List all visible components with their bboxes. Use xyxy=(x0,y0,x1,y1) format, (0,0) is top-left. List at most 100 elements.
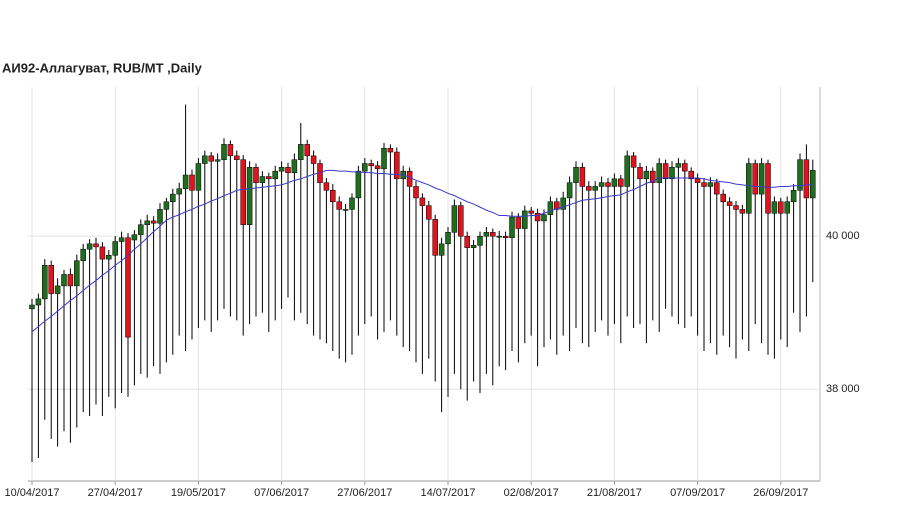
candle-body xyxy=(246,167,253,225)
candle-body xyxy=(682,163,688,172)
candle-body xyxy=(515,216,522,229)
candle-body xyxy=(234,155,240,160)
candle-body xyxy=(131,234,138,241)
candle-body xyxy=(490,232,496,237)
candle-body xyxy=(707,182,714,187)
candle-body xyxy=(48,265,54,294)
candle-body xyxy=(630,155,637,168)
candle-body xyxy=(451,205,458,233)
x-tick-label: 21/08/2017 xyxy=(587,487,642,499)
y-tick-label: 38 000 xyxy=(826,383,860,395)
candle-body xyxy=(291,159,298,173)
candle-body xyxy=(426,205,432,220)
candle-body xyxy=(118,237,125,242)
candle-body xyxy=(618,178,624,187)
candle-body xyxy=(406,170,413,187)
candle-body xyxy=(112,241,118,256)
candle-body xyxy=(323,182,330,191)
candle-body xyxy=(298,144,304,160)
candle-body xyxy=(106,255,112,260)
candle-body xyxy=(547,201,554,216)
candle-body xyxy=(330,190,336,203)
candle-body xyxy=(54,285,61,294)
x-tick-label: 27/06/2017 xyxy=(337,487,392,499)
candle-body xyxy=(624,155,630,187)
candle-body xyxy=(560,197,566,210)
candle-body xyxy=(266,176,272,180)
x-tick-label: 10/04/2017 xyxy=(4,487,59,499)
candle-body xyxy=(714,182,720,195)
candle-body xyxy=(810,170,816,199)
candle-body xyxy=(381,147,387,170)
candle-body xyxy=(387,147,394,153)
candle-body xyxy=(790,190,797,203)
x-tick-label: 02/08/2017 xyxy=(504,487,559,499)
candle-body xyxy=(592,186,598,191)
candle-body xyxy=(240,159,246,225)
candle-body xyxy=(368,163,374,167)
candle-body xyxy=(221,144,227,160)
candle-body xyxy=(144,220,150,225)
candle-body xyxy=(483,232,490,237)
candle-body xyxy=(477,235,483,246)
candle-body xyxy=(701,182,707,187)
candle-body xyxy=(336,201,342,210)
candle-body xyxy=(208,155,214,162)
chart-title: АИ92-Аллагуват, RUB/MT ,Daily xyxy=(2,60,203,75)
candle-body xyxy=(752,163,758,195)
candle-body xyxy=(278,167,285,172)
candle-body xyxy=(163,201,170,210)
candle-body xyxy=(464,235,470,248)
candle-body xyxy=(778,201,784,214)
candle-body xyxy=(509,216,515,238)
candle-body xyxy=(675,163,682,168)
candle-body xyxy=(522,210,528,229)
candle-body xyxy=(138,224,144,235)
candle-body xyxy=(310,155,317,164)
candle-body xyxy=(42,265,48,300)
candle-body xyxy=(554,201,560,210)
candle-body xyxy=(170,193,176,203)
candle-body xyxy=(125,237,131,338)
candle-body xyxy=(419,197,426,206)
candle-body xyxy=(80,248,86,261)
candle-body xyxy=(669,167,675,180)
candle-body xyxy=(445,232,451,245)
candle-body xyxy=(637,167,643,180)
candle-body xyxy=(413,186,419,199)
candle-body xyxy=(74,260,80,287)
candle-body xyxy=(355,170,362,199)
candle-body xyxy=(579,167,586,187)
candle-body xyxy=(182,174,189,190)
candle-body xyxy=(733,205,739,210)
x-tick-label: 27/04/2017 xyxy=(88,487,143,499)
candle-body xyxy=(605,182,611,187)
candle-body xyxy=(598,182,605,187)
candle-body xyxy=(746,163,752,214)
candle-body xyxy=(726,201,733,206)
x-tick-label: 07/09/2017 xyxy=(670,487,725,499)
candle-body xyxy=(86,243,93,250)
moving-average-line xyxy=(31,169,813,333)
candle-body xyxy=(573,167,579,183)
candle-body xyxy=(662,163,669,180)
candle-body xyxy=(259,176,266,183)
candle-body xyxy=(362,163,368,172)
candle-body xyxy=(61,274,67,287)
candle-body xyxy=(803,159,810,199)
x-tick-label: 07/06/2017 xyxy=(254,487,309,499)
candle-body xyxy=(304,144,310,157)
candle-body xyxy=(720,193,726,203)
candle-body xyxy=(195,163,202,191)
candle-body xyxy=(272,170,278,180)
candle-body xyxy=(470,245,477,248)
candle-body xyxy=(784,201,790,214)
x-tick-label: 19/05/2017 xyxy=(171,487,226,499)
candle-body xyxy=(656,163,662,183)
candle-body xyxy=(771,201,778,214)
candle-body xyxy=(688,170,694,180)
candle-body xyxy=(797,159,803,191)
candle-body xyxy=(35,298,42,306)
candle-body xyxy=(528,210,534,214)
